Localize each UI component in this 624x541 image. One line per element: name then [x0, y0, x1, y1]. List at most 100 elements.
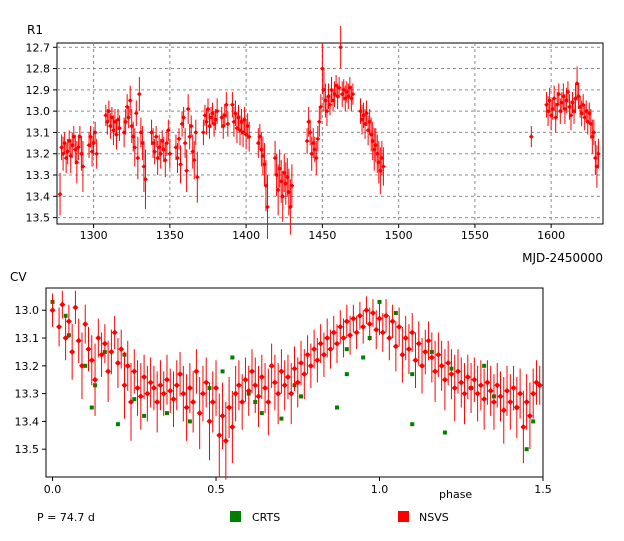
crts-data-point — [164, 411, 169, 416]
nsvs-data-point — [49, 307, 56, 314]
top-data-point — [104, 119, 110, 125]
crts-data-point — [482, 363, 487, 368]
crts-data-point — [142, 413, 147, 418]
top-data-point — [284, 174, 290, 180]
nsvs-data-point — [520, 423, 527, 430]
nsvs-data-point — [121, 382, 128, 389]
top-data-point — [69, 142, 75, 148]
bottom-x-tick-label: 1.0 — [371, 483, 389, 496]
nsvs-data-point — [252, 382, 259, 389]
nsvs-data-point — [327, 346, 334, 353]
top-data-point — [107, 123, 113, 129]
top-data-point — [106, 108, 112, 114]
bottom-y-axis-label: CV — [10, 270, 27, 284]
top-data-point — [138, 130, 144, 135]
top-data-point — [547, 98, 553, 103]
nsvs-data-point — [141, 373, 148, 380]
nsvs-data-point — [98, 351, 105, 358]
nsvs-data-point — [441, 376, 448, 383]
nsvs-data-point — [75, 337, 82, 344]
legend: CRTS NSVS — [230, 511, 449, 524]
top-data-point — [164, 140, 170, 146]
top-data-point — [274, 172, 280, 178]
nsvs-data-point — [242, 376, 249, 383]
top-data-point — [86, 142, 92, 148]
crts-data-point — [410, 422, 415, 427]
nsvs-data-point — [458, 379, 465, 386]
crts-data-point — [259, 411, 264, 416]
top-data-point — [181, 115, 186, 120]
nsvs-data-point — [173, 382, 180, 389]
top-data-point — [245, 123, 251, 129]
crts-data-point — [220, 369, 225, 374]
nsvs-data-point — [131, 368, 138, 375]
top-data-point — [570, 100, 575, 106]
top-data-point — [315, 136, 321, 142]
top-y-axis-label: R1 — [27, 23, 43, 37]
top-data-point — [313, 155, 319, 161]
nsvs-data-point — [484, 379, 491, 386]
top-data-point — [336, 85, 342, 91]
crts-data-point — [524, 447, 529, 452]
top-data-point — [123, 119, 129, 125]
top-data-point — [329, 87, 334, 93]
top-data-point — [339, 91, 345, 97]
nsvs-data-point — [95, 335, 102, 342]
top-data-point — [370, 138, 376, 144]
nsvs-data-point — [386, 335, 393, 342]
nsvs-data-point — [92, 376, 99, 383]
nsvs-data-point — [255, 393, 262, 400]
nsvs-data-point — [301, 371, 308, 378]
nsvs-data-point — [353, 329, 360, 336]
nsvs-data-point — [507, 398, 514, 405]
nsvs-data-point — [392, 343, 399, 350]
top-data-point — [246, 134, 252, 140]
nsvs-data-point — [85, 346, 92, 353]
top-data-point — [240, 130, 246, 135]
nsvs-data-point — [464, 373, 471, 380]
crts-data-point — [393, 311, 398, 316]
nsvs-data-point — [206, 418, 213, 425]
nsvs-data-point — [415, 340, 422, 347]
top-data-point — [201, 130, 206, 135]
top-data-point — [92, 130, 98, 135]
top-data-point — [565, 89, 571, 95]
top-data-point — [127, 98, 133, 103]
top-data-point — [338, 44, 344, 50]
top-data-point — [289, 183, 295, 189]
nsvs-data-point — [497, 393, 504, 400]
top-data-point — [165, 127, 171, 133]
top-data-point — [364, 110, 370, 116]
crts-data-point — [531, 419, 536, 424]
top-data-point — [528, 134, 534, 140]
top-data-point — [117, 125, 122, 131]
top-data-point — [208, 115, 214, 120]
bottom-y-tick-label: 13.3 — [15, 388, 40, 401]
nsvs-data-point — [337, 323, 344, 330]
crts-data-point — [361, 355, 366, 360]
top-data-point — [596, 151, 601, 157]
nsvs-data-point — [530, 390, 537, 397]
top-data-point — [193, 130, 199, 135]
nsvs-data-point — [334, 340, 341, 347]
crts-data-point — [442, 430, 447, 435]
top-data-point — [275, 187, 281, 193]
top-data-point — [194, 174, 200, 180]
nsvs-data-point — [196, 410, 203, 417]
nsvs-data-point — [350, 315, 357, 322]
top-data-point — [316, 119, 322, 125]
top-y-tick-label: 13.2 — [26, 148, 51, 161]
bottom-y-tick-label: 13.2 — [15, 360, 40, 373]
nsvs-data-point — [435, 351, 442, 358]
top-data-point — [114, 132, 119, 137]
top-data-point — [231, 119, 237, 125]
bottom-phase-curve-panel: 0.0 0.5 1.0 1.513.013.113.213.313.413.5 CV … — [10, 270, 552, 501]
top-data-point — [111, 127, 116, 133]
top-y-tick-label: 13.5 — [26, 212, 51, 225]
top-x-tick-label: 1400 — [232, 229, 260, 242]
nsvs-data-point — [474, 390, 481, 397]
nsvs-data-point — [65, 318, 72, 325]
nsvs-data-point — [235, 382, 242, 389]
top-data-point — [554, 102, 560, 108]
nsvs-data-point — [232, 390, 239, 397]
